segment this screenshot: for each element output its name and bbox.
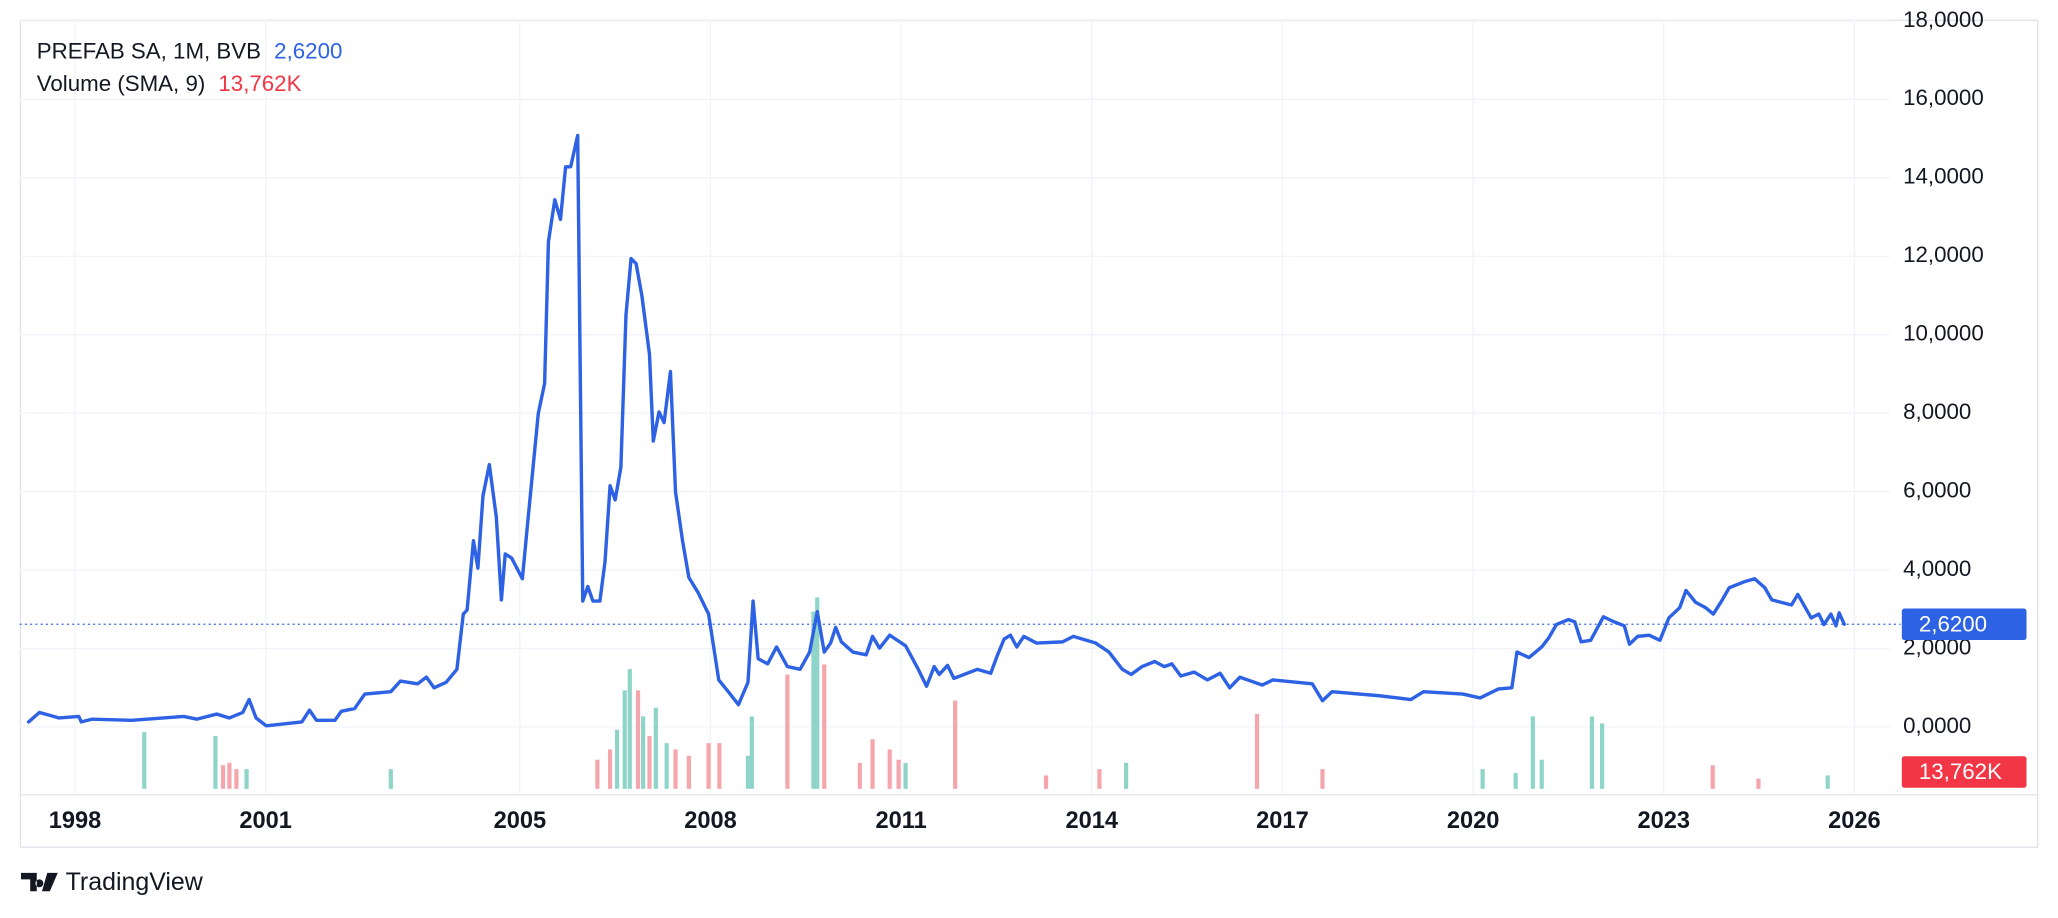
y-tick-label: 6,0000 (1903, 478, 1971, 503)
brand: TradingView (21, 868, 204, 896)
volume-bar (1825, 775, 1830, 789)
volume-bar (142, 732, 147, 789)
volume-bar (641, 716, 646, 789)
volume-bar (903, 762, 908, 789)
volume-bar (822, 664, 827, 789)
volume-bar (1710, 765, 1715, 789)
volume-bar (595, 759, 600, 789)
volume-bar (234, 769, 239, 789)
volume-bar (785, 674, 790, 789)
x-tick-label: 1998 (49, 808, 102, 834)
x-tick-label: 2008 (684, 808, 737, 834)
volume-bar (686, 755, 691, 789)
volume-bar (1756, 778, 1761, 789)
volume-badge (1901, 756, 2027, 788)
brand-name: TradingView (66, 868, 204, 896)
price-layer (19, 133, 1901, 728)
volume-bar (896, 759, 901, 789)
y-tick-label: 0,0000 (1903, 713, 1971, 738)
volume-bar (717, 743, 722, 789)
x-tick-label: 2001 (239, 808, 292, 834)
y-tick-label: 4,0000 (1903, 556, 1971, 581)
volume-bar (1320, 769, 1325, 789)
volume-bar (653, 707, 658, 789)
legend: PREFAB SA, 1M, BVB 2,6200 Volume (SMA, 9… (37, 38, 343, 96)
volume-bar (811, 611, 816, 789)
volume-bar (614, 729, 620, 789)
legend-last-price: 2,6200 (274, 38, 342, 63)
volume-bar (244, 769, 249, 789)
volume-bar (227, 762, 232, 789)
volume-bar (815, 597, 820, 789)
y-tick-label: 14,0000 (1903, 164, 1984, 189)
volume-bar (1513, 773, 1518, 789)
x-tick-label: 2011 (876, 808, 927, 834)
volume-bar (213, 736, 218, 789)
x-tick-label: 2020 (1447, 808, 1500, 834)
volume-bar (953, 700, 958, 789)
volume-bar (745, 755, 751, 789)
volume-bar (1043, 775, 1049, 789)
volume-bar (607, 749, 613, 789)
x-tick-label: 2023 (1637, 808, 1690, 834)
volume-bar (870, 739, 875, 789)
volume-badge-label: 13,762K (1919, 759, 2002, 784)
y-tick-label: 10,0000 (1903, 321, 1984, 346)
x-tick-label: 2026 (1828, 808, 1881, 834)
legend-volume-value: 13,762K (218, 71, 301, 96)
volume-bar (1124, 762, 1129, 789)
y-tick-label: 12,0000 (1903, 242, 1984, 267)
x-tick-label: 2014 (1066, 808, 1119, 834)
volume-bar (388, 769, 393, 789)
volume-bar (1480, 769, 1485, 789)
volume-bar (664, 743, 669, 789)
volume-bar (647, 736, 652, 789)
last-price-badge (1901, 608, 2027, 640)
volume-bar (1530, 716, 1535, 789)
volume-bar (220, 765, 226, 789)
volume-bar (706, 743, 711, 789)
volume-bar (1254, 714, 1260, 789)
volume-bar (673, 749, 678, 789)
volume-bar (749, 716, 754, 789)
volume-layer (142, 597, 1830, 789)
volume-bar (857, 762, 862, 789)
y-tick-label: 18,0000 (1903, 7, 1984, 32)
last-price-label: 2,6200 (1919, 611, 1987, 636)
legend-symbol: PREFAB SA, 1M, BVB (37, 38, 261, 63)
volume-bar (1097, 769, 1102, 789)
volume-bar (622, 690, 627, 789)
brand-logo (21, 872, 58, 892)
axes: 0,00002,00004,00006,00008,000010,000012,… (49, 7, 2027, 834)
y-tick-label: 16,0000 (1903, 85, 1984, 110)
volume-bar (887, 749, 892, 789)
x-tick-label: 2017 (1256, 808, 1309, 834)
volume-bar (1589, 716, 1595, 789)
x-tick-label: 2005 (494, 808, 547, 834)
price-line (26, 133, 1846, 728)
volume-bar (1539, 759, 1544, 789)
legend-volume: Volume (SMA, 9) (37, 71, 206, 96)
y-tick-label: 8,0000 (1903, 399, 1971, 424)
volume-bar (1600, 723, 1605, 789)
grid (19, 19, 1890, 795)
volume-bar (635, 690, 641, 789)
volume-bar (627, 669, 632, 789)
